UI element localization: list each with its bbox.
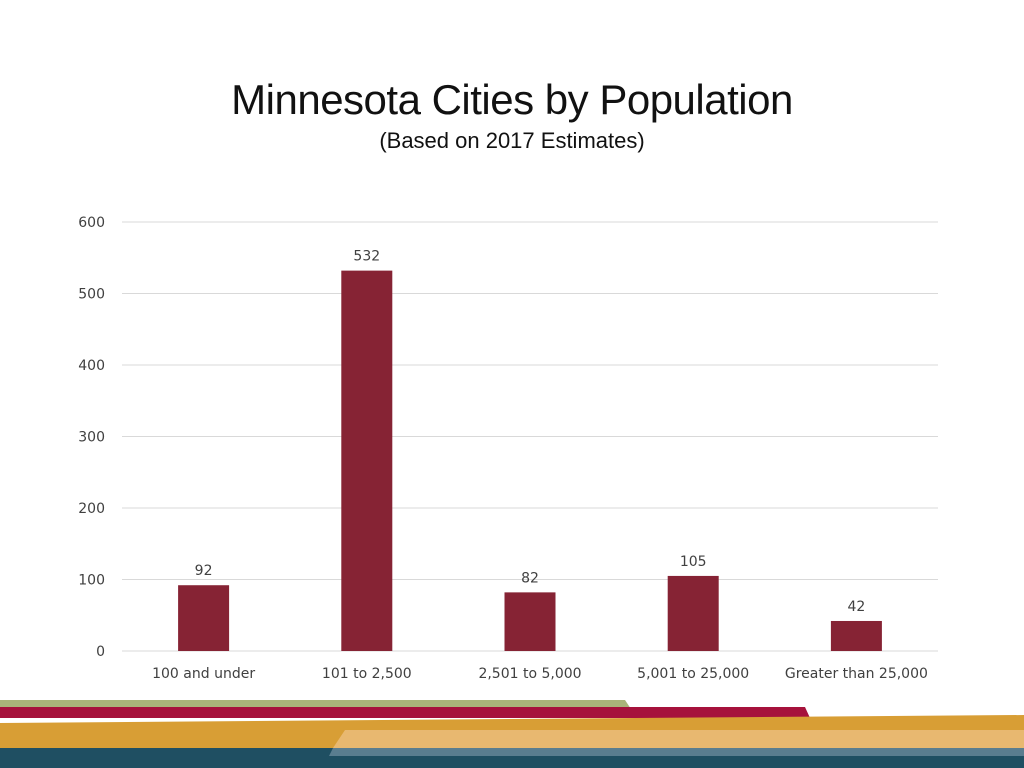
bar-chart: 0 100 200 300 400 500 600 92 532 82 105 42 100 and…	[78, 215, 938, 682]
y-tick-label: 100	[78, 573, 105, 589]
footer-band-slate	[329, 748, 1024, 756]
x-category-label: Greater than 25,000	[785, 666, 928, 682]
bar	[830, 620, 882, 651]
y-tick-label: 400	[78, 358, 105, 374]
data-labels: 92 532 82 105 42	[195, 249, 866, 615]
chart-subtitle: (Based on 2017 Estimates)	[379, 128, 645, 153]
y-tick-label: 600	[78, 215, 105, 231]
bar	[667, 575, 719, 651]
y-tick-label: 0	[96, 644, 105, 660]
x-category-label: 100 and under	[152, 666, 255, 682]
data-label: 532	[353, 249, 380, 265]
y-tick-label: 300	[78, 430, 105, 446]
gridlines	[122, 221, 938, 652]
x-axis-categories: 100 and under 101 to 2,500 2,501 to 5,000 5…	[152, 666, 928, 682]
bar	[504, 592, 556, 651]
data-label: 92	[195, 563, 213, 579]
bars	[178, 270, 882, 651]
data-label: 42	[847, 599, 865, 615]
bar	[178, 585, 230, 651]
x-category-label: 5,001 to 25,000	[637, 666, 749, 682]
footer-decorative-bands	[0, 700, 1024, 768]
chart-title: Minnesota Cities by Population	[231, 76, 793, 123]
y-tick-label: 500	[78, 287, 105, 303]
y-tick-label: 200	[78, 501, 105, 517]
footer-band-maroon	[0, 707, 810, 718]
bar	[341, 270, 393, 651]
y-axis-ticks: 0 100 200 300 400 500 600	[78, 215, 105, 660]
x-category-label: 101 to 2,500	[322, 666, 412, 682]
data-label: 105	[680, 554, 707, 570]
data-label: 82	[521, 570, 539, 586]
x-category-label: 2,501 to 5,000	[478, 666, 581, 682]
footer-band-light-gold	[333, 730, 1024, 748]
